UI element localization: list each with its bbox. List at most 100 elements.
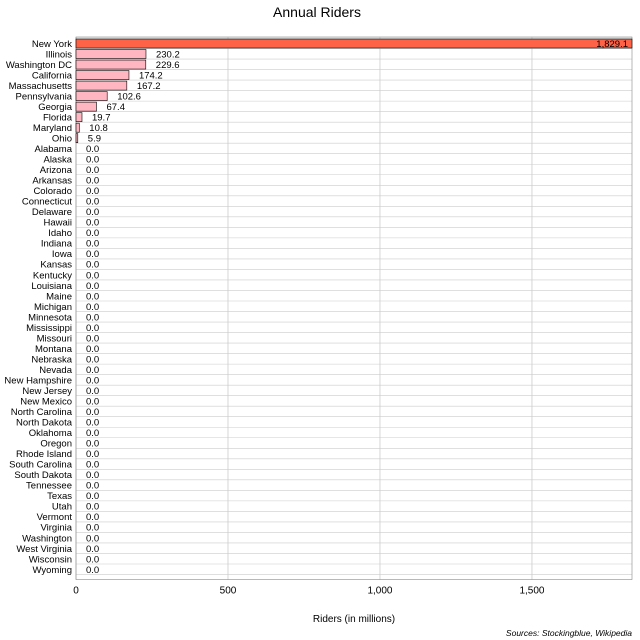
- plot-frame: [75, 36, 633, 580]
- bars: [75, 38, 633, 143]
- value-label: 0.0: [86, 523, 99, 534]
- value-label: 174.2: [139, 70, 163, 81]
- value-label: 0.0: [86, 439, 99, 450]
- category-label: New Jersey: [22, 386, 72, 397]
- category-label: Mississippi: [26, 323, 72, 334]
- value-label: 0.0: [86, 270, 99, 281]
- value-label: 0.0: [86, 481, 99, 492]
- category-label: Iowa: [52, 249, 73, 260]
- category-label: Massachusetts: [9, 81, 73, 92]
- value-label: 230.2: [156, 49, 180, 60]
- value-label: 5.9: [88, 133, 101, 144]
- bar: [75, 49, 147, 59]
- value-label: 229.6: [156, 60, 180, 71]
- category-label: Delaware: [32, 207, 72, 218]
- category-label: Georgia: [38, 102, 73, 113]
- category-label: South Dakota: [14, 470, 72, 481]
- x-axis-title: Riders (in millions): [313, 614, 395, 625]
- x-tick-label: 1,000: [367, 586, 392, 597]
- category-label: North Dakota: [16, 418, 73, 429]
- value-label: 0.0: [86, 228, 99, 239]
- category-label: Maryland: [33, 123, 72, 134]
- value-label: 0.0: [86, 344, 99, 355]
- bar: [75, 101, 97, 112]
- value-label: 0.0: [86, 460, 99, 471]
- category-label: Virginia: [40, 523, 72, 534]
- value-label: 1,829.1: [596, 39, 628, 50]
- value-label: 10.8: [89, 123, 108, 134]
- value-label: 0.0: [86, 470, 99, 481]
- category-label: California: [32, 70, 73, 81]
- category-label: Idaho: [48, 228, 72, 239]
- category-label: Ohio: [52, 133, 72, 144]
- bar: [75, 70, 130, 80]
- bar: [75, 38, 633, 49]
- category-label: Connecticut: [22, 197, 73, 208]
- x-tick-label: 1,500: [519, 586, 544, 597]
- value-label: 0.0: [86, 354, 99, 365]
- category-label: Washington DC: [6, 60, 72, 71]
- bar: [75, 112, 83, 122]
- category-label: West Virginia: [16, 544, 72, 555]
- value-label: 0.0: [86, 502, 99, 513]
- category-label: Kansas: [40, 260, 72, 271]
- category-label: New Mexico: [20, 396, 72, 407]
- value-label: 67.4: [106, 102, 125, 113]
- value-label: 0.0: [86, 165, 99, 176]
- category-label: Arizona: [40, 165, 73, 176]
- value-label: 0.0: [86, 428, 99, 439]
- category-label: Wisconsin: [29, 554, 72, 565]
- gridlines: [75, 36, 633, 580]
- value-label: 0.0: [86, 323, 99, 334]
- category-label: Oregon: [40, 439, 72, 450]
- category-label: Louisiana: [31, 281, 72, 292]
- value-label: 0.0: [86, 565, 99, 576]
- category-label: New Hampshire: [4, 375, 72, 386]
- value-label: 0.0: [86, 396, 99, 407]
- bar: [75, 91, 108, 101]
- category-label: Maine: [46, 291, 72, 302]
- value-label: 0.0: [86, 186, 99, 197]
- value-label: 0.0: [86, 312, 99, 323]
- value-label: 0.0: [86, 512, 99, 523]
- category-label: Washington: [22, 533, 72, 544]
- value-label: 0.0: [86, 155, 99, 166]
- value-label: 0.0: [86, 375, 99, 386]
- value-label: 0.0: [86, 239, 99, 250]
- value-label: 0.0: [86, 544, 99, 555]
- category-label: Utah: [52, 502, 72, 513]
- value-label: 0.0: [86, 291, 99, 302]
- category-label: Indiana: [41, 239, 73, 250]
- category-label: Illinois: [46, 49, 73, 60]
- value-label: 0.0: [86, 249, 99, 260]
- category-label: Tennessee: [26, 481, 72, 492]
- category-label: Alaska: [43, 155, 72, 166]
- category-label: Pennsylvania: [15, 91, 72, 102]
- value-labels: 1,829.1 230.2229.6174.2167.2102.667.419.7…: [86, 39, 628, 576]
- category-label: New York: [32, 39, 72, 50]
- category-label: Hawaii: [43, 218, 72, 229]
- source-note: Sources: Stockingblue, Wikipedia: [506, 628, 632, 638]
- value-label: 0.0: [86, 365, 99, 376]
- bar: [75, 122, 80, 133]
- category-label: Nebraska: [31, 354, 72, 365]
- value-label: 19.7: [92, 112, 111, 123]
- x-tick-label: 500: [220, 586, 237, 597]
- value-label: 0.0: [86, 176, 99, 187]
- value-label: 0.0: [86, 418, 99, 429]
- bar: [75, 80, 128, 91]
- category-label: Texas: [47, 491, 72, 502]
- value-label: 0.0: [86, 554, 99, 565]
- x-tick-label: 0: [73, 586, 79, 597]
- value-label: 0.0: [86, 533, 99, 544]
- category-label: Rhode Island: [16, 449, 72, 460]
- bar: [75, 133, 79, 143]
- value-label: 0.0: [86, 491, 99, 502]
- bar: [75, 59, 147, 70]
- category-label: Alabama: [35, 144, 73, 155]
- category-label: Montana: [35, 344, 73, 355]
- value-label: 0.0: [86, 333, 99, 344]
- category-label: North Carolina: [11, 407, 73, 418]
